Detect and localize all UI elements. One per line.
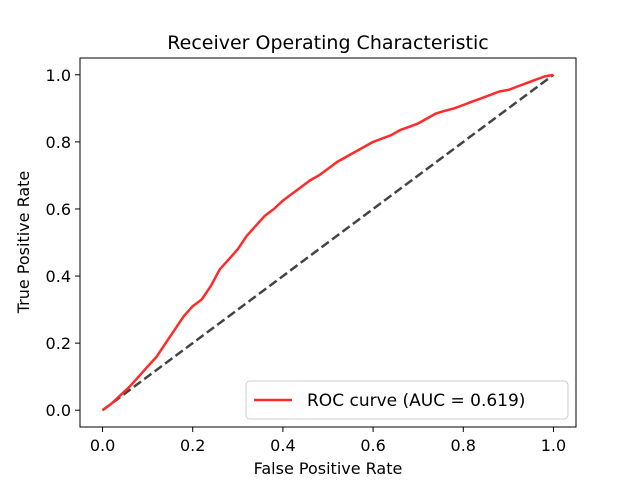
x-axis: 0.0 0.2 0.4 0.6 0.8 1.0	[90, 427, 566, 455]
legend: ROC curve (AUC = 0.619)	[245, 380, 569, 420]
y-axis: 0.0 0.2 0.4 0.6 0.8 1.0	[46, 66, 80, 420]
series-layer	[101, 73, 555, 412]
series-line-chance-line	[101, 73, 555, 412]
series-line-roc-curve	[101, 73, 554, 412]
chart-title: Receiver Operating Characteristic	[167, 32, 488, 54]
y-tick-label: 0.0	[46, 401, 71, 420]
plot-frame	[79, 57, 577, 428]
y-axis-label: True Positive Rate	[14, 171, 33, 315]
x-axis-label: False Positive Rate	[254, 459, 403, 478]
x-tick-label: 1.0	[541, 436, 566, 455]
x-tick-label: 0.6	[360, 436, 385, 455]
x-tick-label: 0.2	[180, 436, 205, 455]
plot-area	[79, 57, 577, 428]
y-tick-label: 0.8	[46, 133, 71, 152]
legend-label-roc-curve: ROC curve (AUC = 0.619)	[307, 391, 525, 411]
x-tick-label: 0.4	[270, 436, 295, 455]
y-tick-label: 0.4	[46, 267, 71, 286]
x-tick-label: 0.0	[90, 436, 115, 455]
legend-box	[245, 380, 569, 420]
y-tick-label: 1.0	[46, 66, 71, 85]
y-tick-label: 0.2	[46, 334, 71, 353]
x-tick-label: 0.8	[451, 436, 476, 455]
y-tick-label: 0.6	[46, 200, 71, 219]
